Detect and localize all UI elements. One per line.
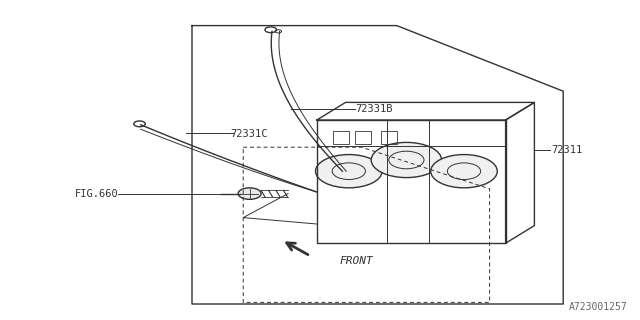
Text: A723001257: A723001257 [568, 302, 627, 312]
Text: 72331B: 72331B [355, 104, 393, 114]
Bar [381, 131, 397, 144]
Bar [355, 131, 371, 144]
Bar [333, 131, 349, 144]
Text: 72331C: 72331C [230, 129, 268, 140]
Text: FIG.660: FIG.660 [75, 188, 118, 199]
Circle shape [316, 155, 382, 188]
Circle shape [238, 188, 261, 199]
Text: FRONT: FRONT [339, 256, 373, 266]
Circle shape [431, 155, 497, 188]
Circle shape [371, 142, 442, 178]
Text: 72311: 72311 [552, 145, 583, 156]
